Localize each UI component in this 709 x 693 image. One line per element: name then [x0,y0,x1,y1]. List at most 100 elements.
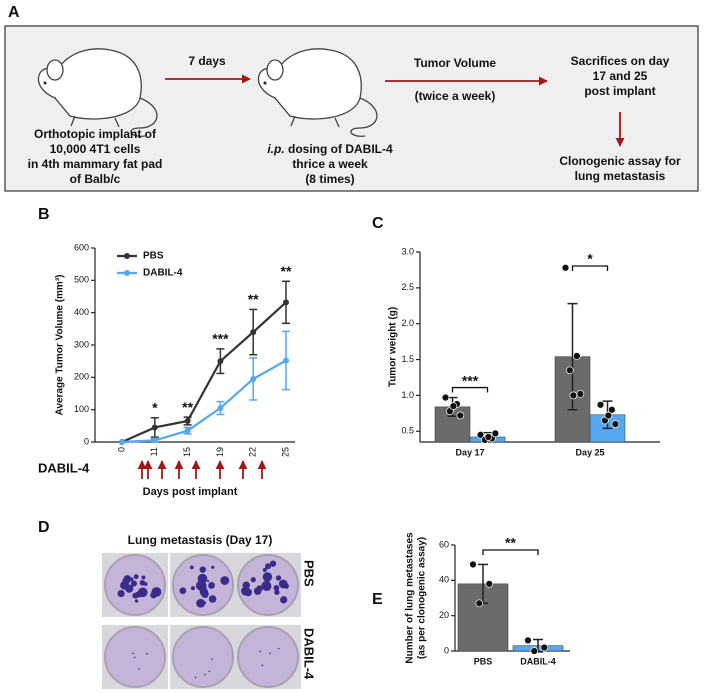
legend-marker [124,253,130,259]
panel-label: A [8,4,20,21]
step-text: lung metastasis [575,169,666,183]
significance-bracket [451,386,489,393]
colony [211,565,215,569]
significance-label: ** [248,291,259,307]
colony [139,580,146,586]
dish [237,626,299,688]
dosing-arrows [137,460,267,479]
data-point [573,352,581,360]
point [250,375,257,382]
panel-label: B [38,206,50,223]
colony [203,580,207,583]
colony [199,587,209,597]
colony [253,587,262,595]
colony [208,582,215,589]
colony [274,589,280,595]
x-tick-label: 25 [280,447,290,457]
colony [133,656,136,659]
step-text: i.p. [267,142,284,156]
colony [208,670,211,673]
colony [135,591,142,598]
image-title: Lung metastasis (Day 17) [128,533,273,547]
y-tick-label: 600 [74,242,89,252]
data-point [469,560,477,569]
y-tick-label: 40 [439,575,449,585]
step-text: Sacrifices on day [571,54,670,68]
step-text: of Balb/c [70,172,121,186]
significance-label: ** [505,535,516,551]
significance-label: * [587,251,593,267]
step-text: 10,000 4T1 cells [50,142,141,156]
data-point [566,366,574,375]
data-point [456,411,465,420]
x-tick-label: Day 25 [575,447,604,457]
significance-label: *** [212,331,229,347]
colony [261,580,272,591]
y-tick-label: 0.5 [401,426,414,436]
colony [204,673,206,676]
y-tick-label: 200 [74,372,89,382]
step-text: thrice a week [292,157,368,171]
colony [262,567,267,573]
point [151,437,158,444]
colony [190,586,196,591]
significance-label: *** [462,372,479,388]
colony [141,575,146,580]
point [217,358,224,365]
colony [131,580,136,585]
point [184,427,191,434]
colony [134,599,139,603]
y-tick-label: 1.5 [401,354,414,364]
y-axis-label: Number of lung metastases [405,532,416,664]
y-tick-label: 300 [74,339,89,349]
point [151,424,158,431]
panel-label: E [372,591,383,608]
colony [244,588,253,597]
colony [189,565,194,570]
point [283,357,289,364]
step-text: 17 and 25 [593,69,648,83]
colony [282,582,286,586]
colony [262,572,273,582]
data-point [524,636,532,645]
significance-label: ** [281,263,292,279]
colony [194,676,197,679]
dish-images [102,553,301,689]
colony [138,668,140,670]
legend-marker [124,270,130,276]
line [121,359,287,444]
data-point [611,420,620,428]
y-tick-label: 400 [74,307,89,317]
colony [146,653,148,655]
x-tick-label: 22 [248,447,258,457]
colony [269,560,277,567]
x-tick-label: 15 [182,447,192,457]
colony [120,580,129,590]
x-tick-label: PBS [474,656,493,666]
x-tick-label: Day 17 [455,447,484,457]
y-tick-label: 60 [439,539,449,549]
data-point [596,400,605,409]
colony [220,576,230,585]
significance-bracket [482,549,539,555]
colony [117,589,125,598]
step-text: 7 days [188,54,226,68]
colony [273,584,280,591]
panel-label: C [372,215,384,232]
point [250,329,257,336]
dish [172,626,234,688]
row-label: DABIL-4 [302,628,317,680]
data-point [561,263,570,272]
dosing-label: DABIL-4 [38,460,90,475]
data-point [476,430,485,439]
data-point [475,599,484,608]
y-tick-label: 3.0 [401,246,414,256]
colony [277,647,280,650]
colony [152,593,157,598]
data-point [530,647,539,655]
colony [196,598,206,608]
colony [204,586,207,589]
x-tick-label: 0 [116,447,126,452]
y-tick-label: 1.0 [401,390,414,400]
